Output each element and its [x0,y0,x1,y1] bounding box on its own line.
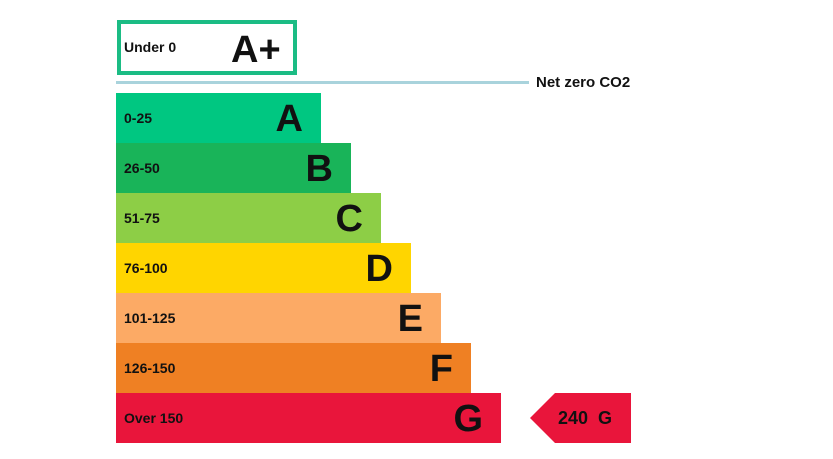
rating-marker: 240 G [530,393,631,443]
band-letter-d: D [366,248,393,290]
net-zero-line [116,81,529,84]
band-range-g: Over 150 [124,410,183,426]
net-zero-label: Net zero CO2 [536,74,630,91]
band-range-a: 0-25 [124,110,152,126]
band-bar-d [116,243,411,293]
band-range-b: 26-50 [124,160,160,176]
band-letter-g: G [453,398,483,440]
band-range-e: 101-125 [124,310,176,326]
band-range-f: 126-150 [124,360,176,376]
band-letter-a: A [276,98,303,140]
band-bar-f [116,343,471,393]
band-letter-b: B [306,148,333,190]
band-bar-a [116,93,321,143]
band-range-d: 76-100 [124,260,168,276]
band-letter-f: F [430,348,453,390]
band-bar-e [116,293,441,343]
band-letter-c: C [336,198,363,240]
band-bar-g [116,393,501,443]
band-letter-e: E [398,298,423,340]
top-band-box [117,20,297,75]
rating-marker-arrow [530,393,631,443]
rating-bands: 0-25 A 26-50 B 51-75 C 76-100 D 101-125 E 126-150 F… [116,93,501,443]
band-range-c: 51-75 [124,210,160,226]
top-band-letter: A+ [231,29,281,71]
band-bar-b [116,143,351,193]
band-bar-c [116,193,381,243]
top-band-range-label: Under 0 [124,39,176,55]
rating-marker-label: 240 G [558,408,612,428]
